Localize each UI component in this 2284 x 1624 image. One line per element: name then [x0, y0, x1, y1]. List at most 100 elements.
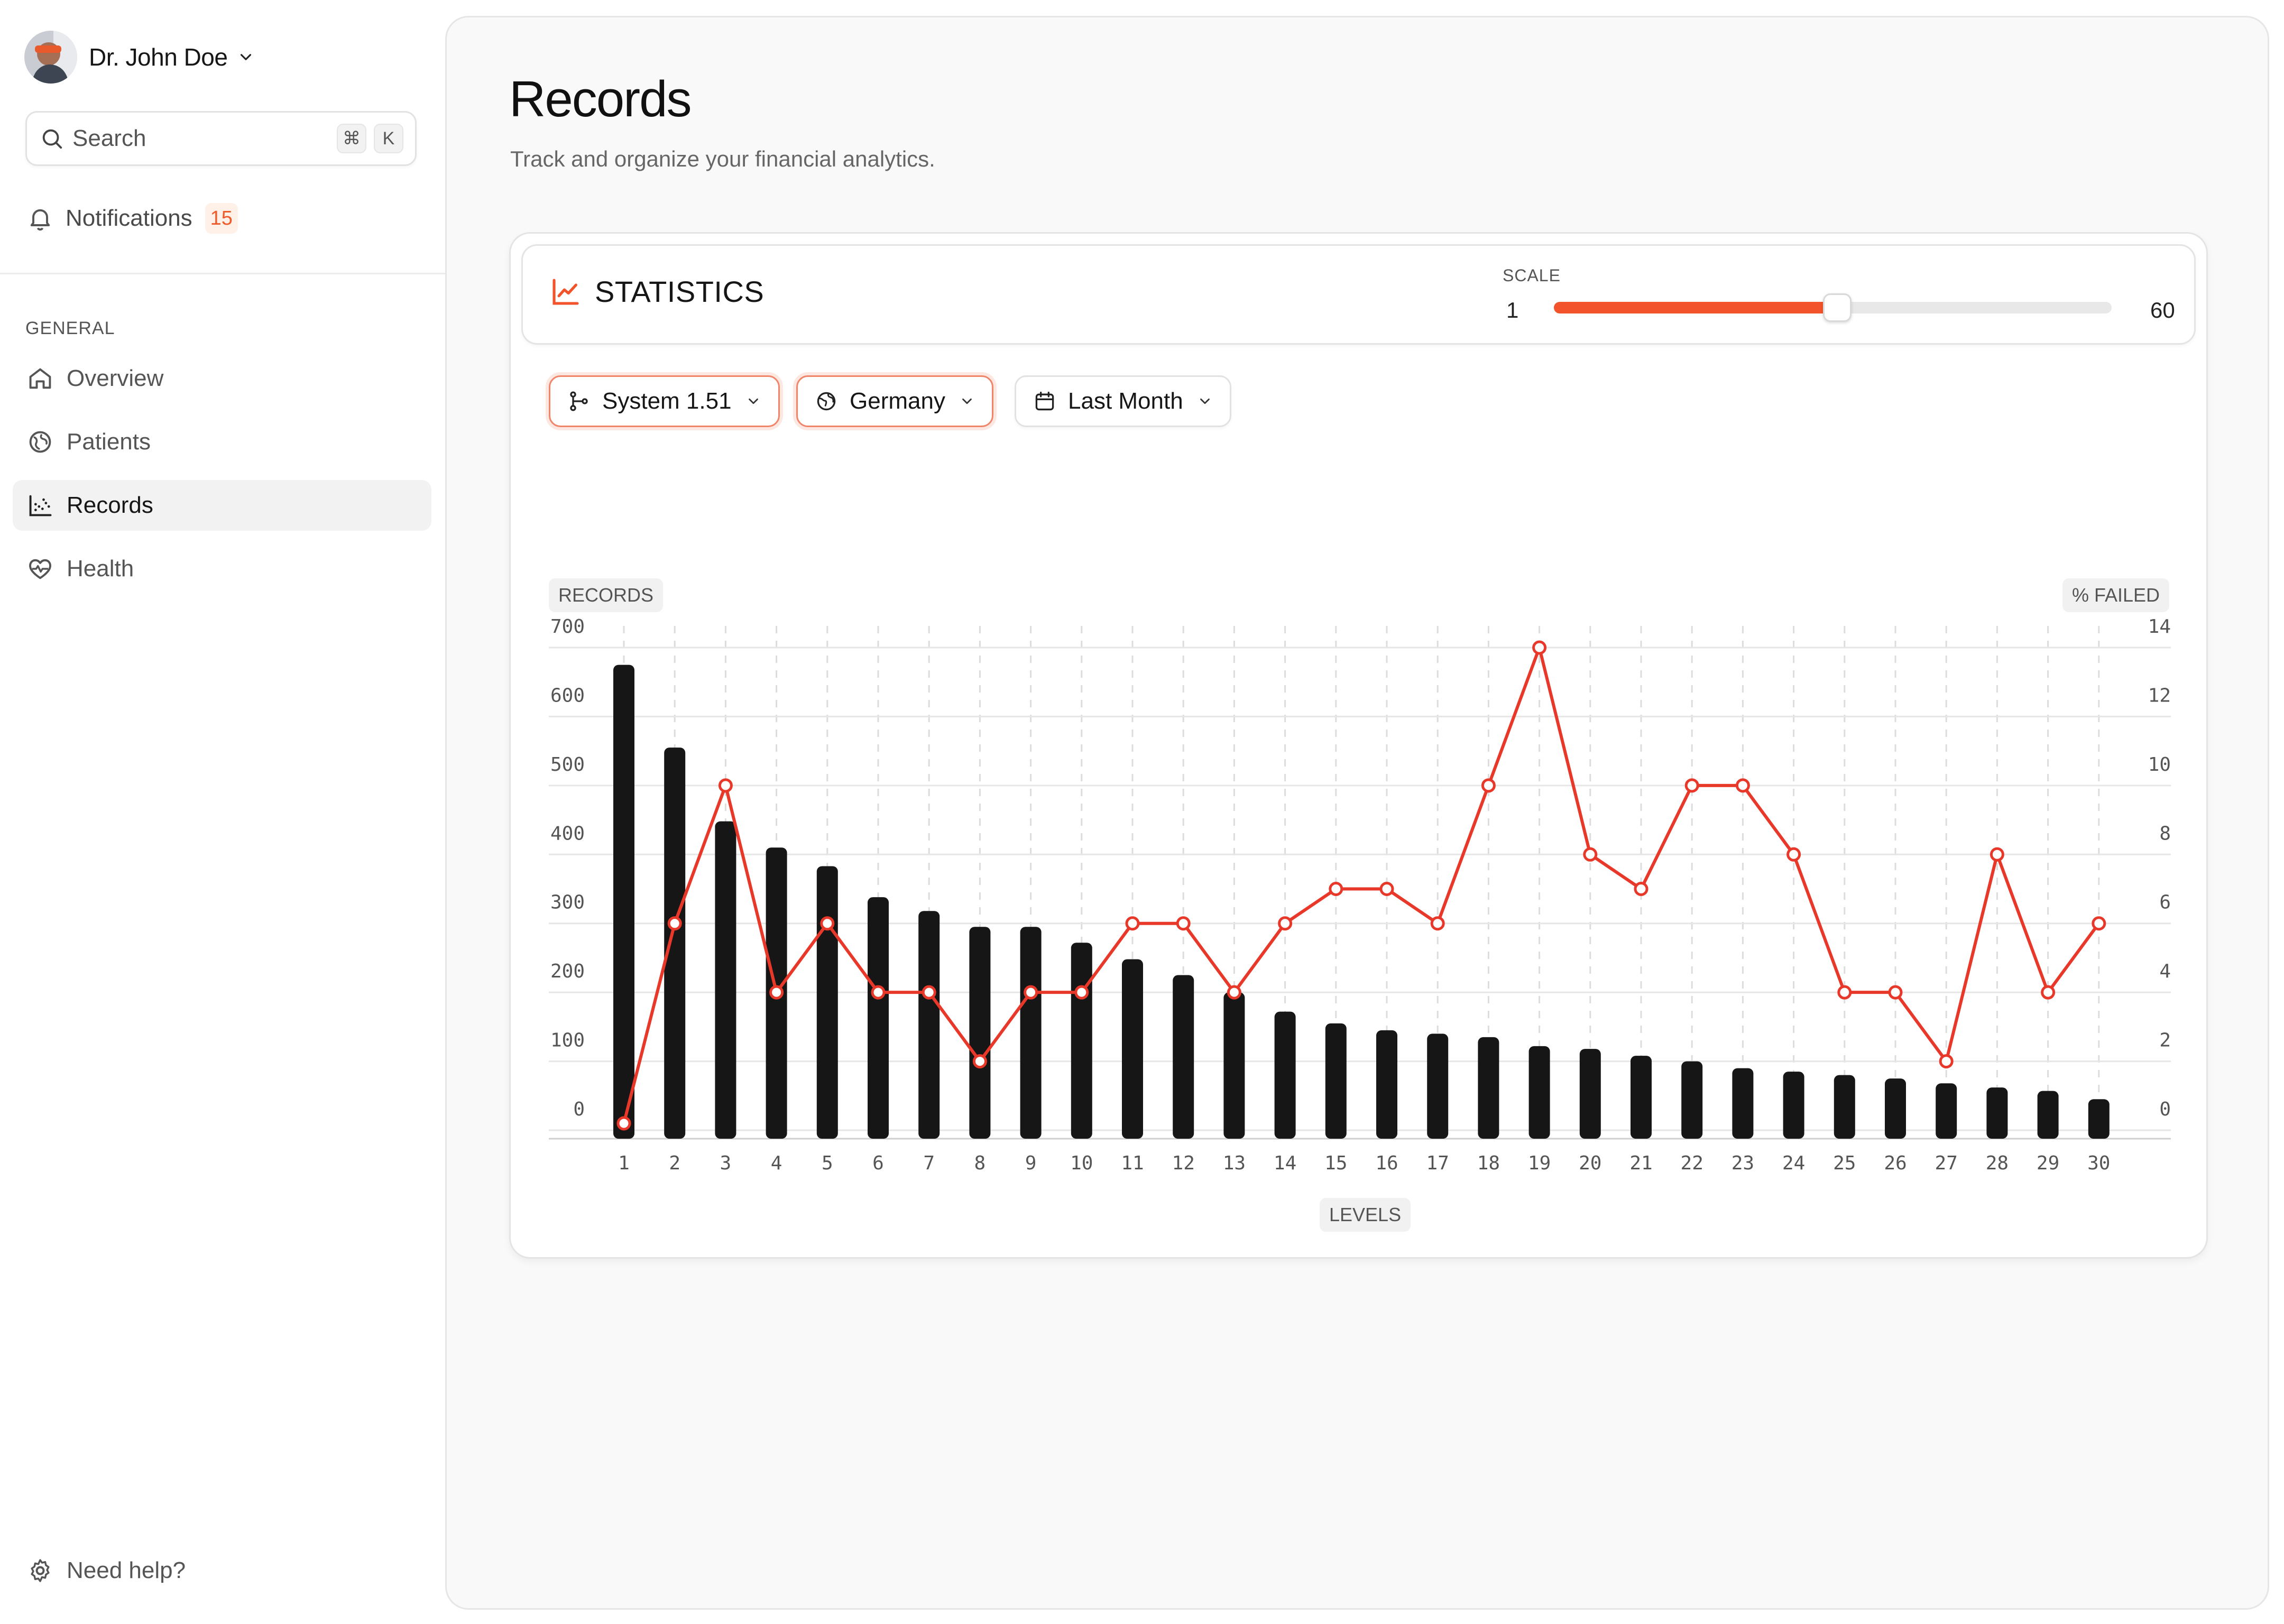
- x-tick-label: 7: [923, 1152, 935, 1174]
- x-tick-label: 5: [822, 1152, 833, 1174]
- chevron-down-icon: [1197, 393, 1213, 409]
- x-tick-label: 17: [1426, 1152, 1449, 1174]
- bar: [1631, 1056, 1652, 1139]
- x-tick-label: 27: [1935, 1152, 1958, 1174]
- y-tick-label: 400: [550, 823, 585, 844]
- y2-tick-label: 6: [2159, 892, 2171, 914]
- line-point: [1837, 985, 1852, 1000]
- filter-date-range[interactable]: Last Month: [1015, 375, 1231, 427]
- patients-icon: [26, 428, 54, 456]
- bar: [1325, 1023, 1347, 1139]
- scale-slider[interactable]: [1554, 293, 2112, 322]
- sidebar-item-overview[interactable]: Overview: [13, 353, 431, 404]
- y-tick-label: 0: [573, 1099, 585, 1120]
- bar: [816, 866, 838, 1139]
- y2-tick-label: 2: [2159, 1030, 2171, 1051]
- failed-rate-line: [622, 646, 2101, 1125]
- y-tick-label: 700: [550, 616, 585, 638]
- y2-tick-label: 0: [2159, 1099, 2171, 1120]
- sidebar-item-patients[interactable]: Patients: [13, 417, 431, 467]
- page-title: Records: [509, 71, 692, 127]
- x-tick-label: 13: [1223, 1152, 1246, 1174]
- scale-slider-handle[interactable]: [1823, 293, 1852, 322]
- sidebar-divider: [0, 273, 445, 274]
- filter-label: Germany: [850, 388, 945, 414]
- filter-country[interactable]: Germany: [796, 375, 993, 427]
- x-tick-label: 2: [669, 1152, 680, 1174]
- x-tick-label: 20: [1579, 1152, 1601, 1174]
- line-point: [1227, 985, 1241, 1000]
- line-point: [1888, 985, 1903, 1000]
- heart-pulse-icon: [26, 555, 54, 583]
- line-point: [1125, 916, 1140, 931]
- bar: [1885, 1078, 1906, 1139]
- search-placeholder: Search: [72, 125, 146, 151]
- line-point: [871, 985, 886, 1000]
- x-tick-label: 12: [1172, 1152, 1195, 1174]
- bar: [1122, 959, 1143, 1139]
- x-tick-label: 10: [1070, 1152, 1093, 1174]
- home-icon: [26, 365, 54, 392]
- bar: [613, 665, 634, 1139]
- y-tick-label: 600: [550, 685, 585, 706]
- bar: [2088, 1099, 2110, 1139]
- x-tick-label: 30: [2087, 1152, 2110, 1174]
- line-point: [769, 985, 784, 1000]
- scale-label: SCALE: [1503, 266, 1561, 285]
- help-link[interactable]: Need help?: [26, 1552, 186, 1589]
- line-point: [1329, 882, 1343, 896]
- chevron-down-icon: [237, 48, 255, 66]
- bar: [1936, 1083, 1957, 1139]
- bar: [1986, 1087, 2008, 1139]
- filter-label: System 1.51: [602, 388, 732, 414]
- shortcut-key-k: K: [374, 124, 403, 153]
- statistics-card: STATISTICS SCALE 1 60 System 1.51 German: [509, 232, 2208, 1259]
- x-tick-label: 22: [1681, 1152, 1703, 1174]
- line-point: [1278, 916, 1293, 931]
- user-name: Dr. John Doe: [89, 43, 228, 71]
- x-tick-label: 16: [1375, 1152, 1398, 1174]
- line-point: [1532, 640, 1547, 655]
- x-tick-label: 23: [1732, 1152, 1754, 1174]
- x-tick-label: 4: [771, 1152, 782, 1174]
- notifications-link[interactable]: Notifications 15: [26, 200, 238, 237]
- x-tick-label: 26: [1884, 1152, 1907, 1174]
- sidebar-item-records[interactable]: Records: [13, 480, 431, 531]
- x-tick-label: 25: [1833, 1152, 1856, 1174]
- user-menu[interactable]: Dr. John Doe: [24, 30, 255, 85]
- statistics-title: STATISTICS: [549, 274, 764, 309]
- x-tick-label: 1: [618, 1152, 630, 1174]
- line-point: [1735, 778, 1750, 793]
- x-tick-label: 3: [720, 1152, 732, 1174]
- bar: [715, 821, 736, 1139]
- line-point: [718, 778, 733, 793]
- avatar: [24, 31, 77, 84]
- filter-system[interactable]: System 1.51: [549, 375, 780, 427]
- sidebar-item-health[interactable]: Health: [13, 543, 431, 594]
- search-input[interactable]: Search ⌘ K: [25, 111, 417, 166]
- x-tick-label: 15: [1324, 1152, 1347, 1174]
- notifications-label: Notifications: [66, 205, 192, 231]
- bar: [1834, 1075, 1855, 1139]
- x-tick-label: 28: [1986, 1152, 2009, 1174]
- bar: [918, 911, 940, 1139]
- line-point: [1939, 1054, 1954, 1069]
- y2-tick-label: 8: [2159, 823, 2171, 844]
- line-point: [1990, 847, 2004, 862]
- trend-chart-icon: [549, 275, 582, 308]
- bar: [969, 927, 991, 1139]
- scale-slider-fill: [1554, 302, 1838, 313]
- x-tick-label: 29: [2037, 1152, 2059, 1174]
- bar: [868, 897, 889, 1139]
- x-axis-label: LEVELS: [1320, 1198, 1411, 1232]
- sidebar-item-label: Health: [67, 556, 134, 582]
- x-tick-label: 9: [1025, 1152, 1037, 1174]
- line-point: [1024, 985, 1038, 1000]
- x-tick-label: 14: [1274, 1152, 1296, 1174]
- x-tick-label: 11: [1121, 1152, 1144, 1174]
- x-tick-label: 6: [872, 1152, 884, 1174]
- y-tick-label: 500: [550, 754, 585, 776]
- line-point: [1074, 985, 1089, 1000]
- bell-icon: [26, 205, 54, 232]
